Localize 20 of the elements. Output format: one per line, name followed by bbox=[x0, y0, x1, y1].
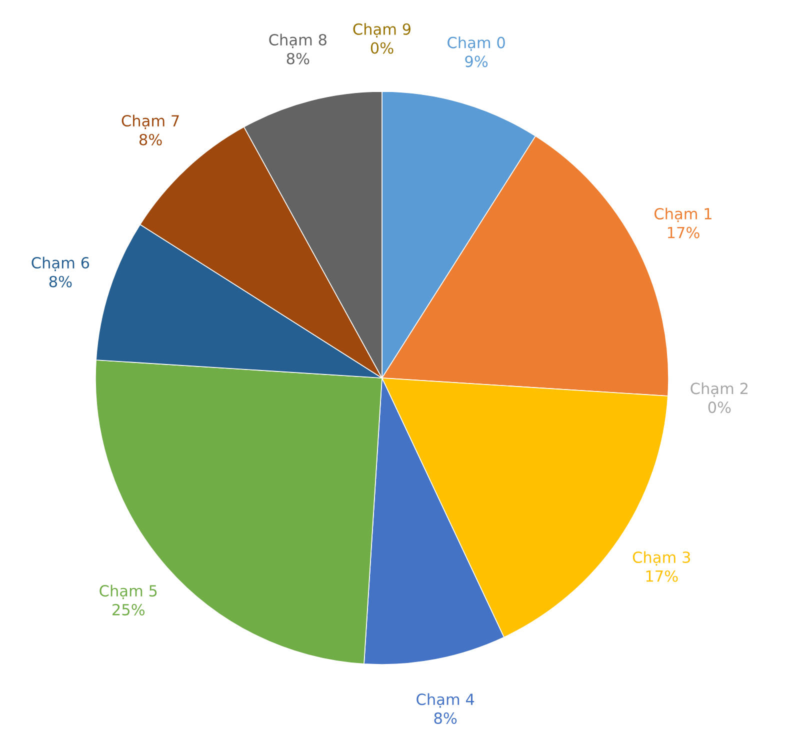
data-label: 8% bbox=[434, 712, 457, 724]
data-label: 17% bbox=[646, 570, 678, 582]
data-label: 17% bbox=[668, 226, 700, 238]
data-label: 9% bbox=[465, 56, 488, 68]
slice-label: Chạm 5 bbox=[100, 584, 157, 600]
slice-label: Chạm 1 bbox=[654, 208, 712, 222]
data-label: 8% bbox=[286, 52, 310, 64]
slice-label: Chạm 7 bbox=[122, 114, 179, 130]
category-label: Chạm 9 bbox=[353, 23, 411, 38]
slice-label: Chạm 6 bbox=[32, 256, 90, 272]
text: 0% bbox=[708, 402, 731, 414]
data-label: 8% bbox=[139, 134, 162, 146]
category-label: Chạm 2 bbox=[690, 382, 748, 397]
slice-label: Chạm 8 bbox=[269, 34, 326, 48]
slice-label: Chạm 0 bbox=[448, 36, 505, 51]
data-label: 8% bbox=[49, 276, 72, 288]
text: 0% bbox=[370, 42, 394, 54]
slice-label: Chạm 3 bbox=[632, 551, 690, 566]
slice-label: Chạm 4 bbox=[416, 693, 474, 708]
data-label: 25% bbox=[112, 604, 145, 616]
